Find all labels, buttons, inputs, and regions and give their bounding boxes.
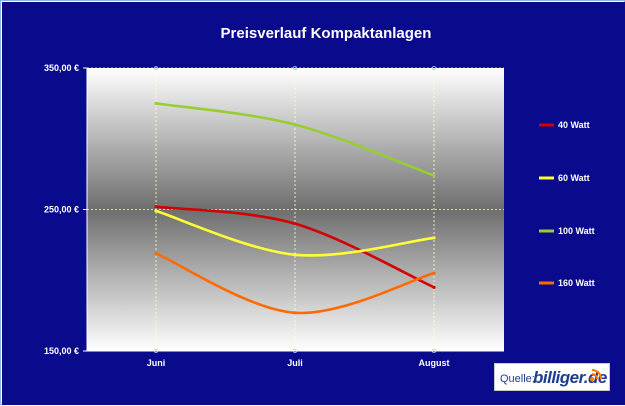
signal-waves-icon <box>589 366 605 387</box>
x-tick-label: August <box>419 358 450 368</box>
legend-label-160-watt: 160 Watt <box>558 278 595 288</box>
source-box: Quelle: billiger.de <box>494 363 610 391</box>
legend-label-100-watt: 100 Watt <box>558 226 595 236</box>
source-brand-logo: billiger.de <box>533 368 607 387</box>
data-point-160-watt <box>293 311 297 315</box>
data-point-60-watt <box>432 236 436 240</box>
data-point-40-watt <box>293 222 297 226</box>
x-tick-label: Juni <box>147 358 166 368</box>
y-tick-label: 250,00 € <box>44 205 79 215</box>
data-point-60-watt <box>154 209 158 213</box>
y-tick-label: 150,00 € <box>44 346 79 356</box>
source-label: Quelle: <box>500 373 535 385</box>
axes: 150,00 € 250,00 € 350,00 € Juni Juli August <box>44 63 504 368</box>
data-point-100-watt <box>432 173 436 178</box>
series-lines <box>154 101 436 315</box>
data-point-160-watt <box>432 271 436 275</box>
data-point-100-watt <box>154 101 158 105</box>
top-tick-mark <box>292 66 297 71</box>
legend: 40 Watt 60 Watt 100 Watt 160 Watt <box>539 120 595 288</box>
data-point-100-watt <box>293 123 297 127</box>
legend-label-60-watt: 60 Watt <box>558 173 590 183</box>
data-point-40-watt <box>432 285 436 289</box>
data-point-40-watt <box>154 205 158 209</box>
legend-label-40-watt: 40 Watt <box>558 120 590 130</box>
y-tick-label: 350,00 € <box>44 63 79 73</box>
top-tick-mark <box>431 66 436 71</box>
x-tick-label: Juli <box>287 358 303 368</box>
top-tick-mark <box>153 66 158 71</box>
data-point-160-watt <box>154 251 158 255</box>
chart-title: Preisverlauf Kompaktanlagen <box>221 25 432 42</box>
data-point-60-watt <box>293 253 297 257</box>
